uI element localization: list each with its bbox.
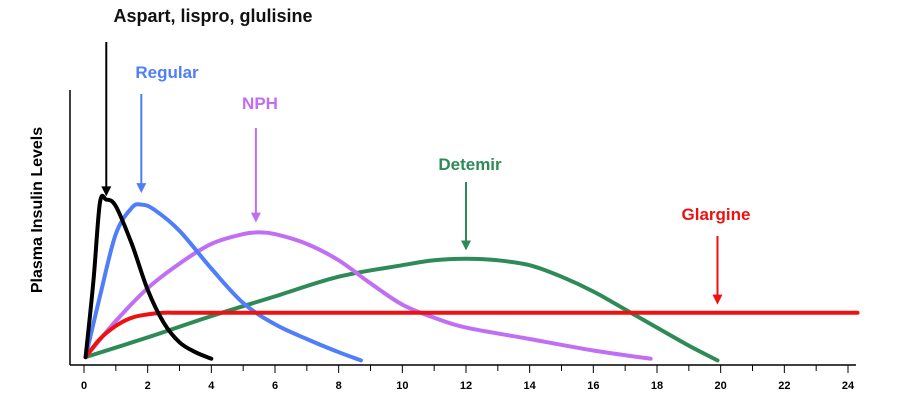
x-axis-tick-labels: 0 2 4 6 8 10 12 14 16 18 20 22 24 [81,380,855,392]
x-tick-label: 0 [81,380,87,392]
series-line-aspart-lispro-glulisine [83,193,214,361]
series-line-glargine [83,310,860,360]
x-tick-label: 22 [778,380,790,392]
arrow-head-glargine [712,294,723,305]
x-tick-label: 6 [272,380,278,392]
y-axis-label: Plasma Insulin Levels [29,127,46,293]
arrow-head-regular [136,183,147,194]
label-regular: Regular [135,63,199,82]
label-detemir: Detemir [438,155,502,174]
series-annotations: Aspart, lispro, glulisine Regular NPH Detem… [101,6,750,305]
arrow-head-aspart-lispro-glulisine [101,186,112,197]
axes [69,90,856,366]
label-aspart-lispro-glulisine: Aspart, lispro, glulisine [113,6,312,26]
series-line-regular [83,202,363,363]
x-tick-label: 20 [715,380,727,392]
x-tick-label: 8 [336,380,342,392]
arrow-head-nph [250,212,261,223]
series-line-detemir [83,256,720,363]
x-axis-ticks [83,365,849,373]
x-tick-label: 2 [145,380,151,392]
x-tick-label: 10 [396,380,408,392]
x-tick-label: 16 [587,380,599,392]
label-glargine: Glargine [682,205,751,224]
x-tick-label: 12 [460,380,472,392]
x-tick-label: 24 [842,380,855,392]
series-line-nph [83,230,653,361]
label-nph: NPH [242,94,278,113]
x-tick-label: 4 [208,380,215,392]
series-lines [83,193,860,363]
arrow-head-detemir [461,240,471,251]
x-tick-label: 18 [651,380,663,392]
x-tick-label: 14 [524,380,537,392]
